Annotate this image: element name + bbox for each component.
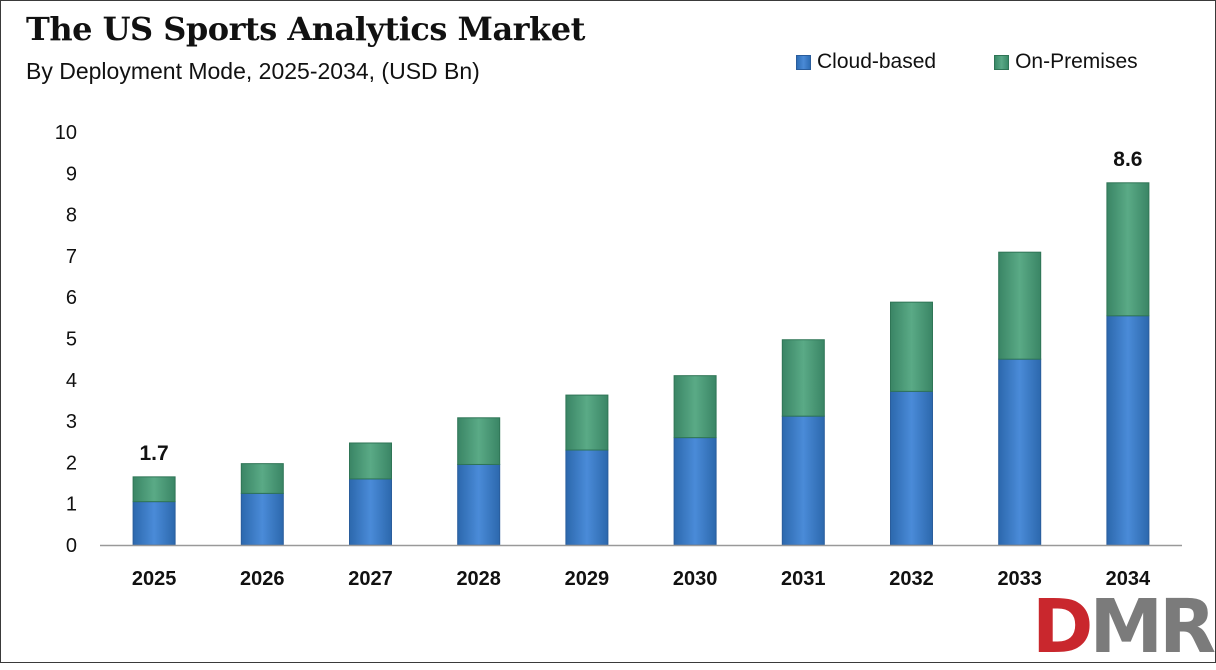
bar-on-premises-2026 (240, 463, 284, 494)
data-label-2034: 8.6 (1113, 148, 1142, 171)
y-tick-label: 2 (66, 452, 77, 474)
bar-cloud-based-2028 (457, 463, 501, 546)
data-labels: 1.7 8.6 (139, 148, 1142, 465)
y-tick-label: 7 (66, 246, 77, 268)
bar-on-premises-2031 (781, 339, 825, 417)
bar-cloud-based-2025 (132, 501, 176, 546)
chart-title: The US Sports Analytics Market (26, 10, 585, 48)
legend-item-cloud-based: Cloud-based (796, 50, 936, 74)
x-tick-label: 2034 (1106, 568, 1151, 590)
legend-item-on-premises: On-Premises (994, 50, 1138, 74)
x-axis-ticks: 2025 2026 2027 2028 2029 2030 2031 2032 2033 2034 (132, 568, 1151, 590)
x-tick-label: 2027 (348, 568, 393, 590)
chart-subtitle: By Deployment Mode, 2025-2034, (USD Bn) (26, 58, 480, 84)
bar-cloud-based-2031 (781, 415, 825, 546)
bar-on-premises-2028 (457, 417, 501, 465)
y-tick-label: 1 (66, 494, 77, 516)
x-tick-label: 2025 (132, 568, 177, 590)
x-tick-label: 2031 (781, 568, 826, 590)
y-tick-label: 6 (66, 287, 77, 309)
bar-cloud-based-2034 (1106, 315, 1150, 546)
legend: Cloud-based On-Premises (796, 50, 1138, 74)
bar-on-premises-2027 (349, 442, 392, 480)
bar-on-premises-2033 (998, 251, 1042, 360)
bars (132, 182, 1150, 546)
bar-cloud-based-2033 (998, 358, 1042, 546)
bar-on-premises-2034 (1106, 182, 1150, 317)
legend-label-cloud-based: Cloud-based (817, 50, 937, 73)
x-tick-label: 2030 (673, 568, 718, 590)
bar-cloud-based-2026 (240, 492, 284, 546)
bar-on-premises-2032 (890, 301, 933, 392)
x-tick-label: 2028 (456, 568, 501, 590)
bar-cloud-based-2032 (890, 390, 933, 546)
data-label-2025: 1.7 (139, 442, 168, 465)
x-tick-label: 2029 (565, 568, 610, 590)
y-tick-label: 9 (66, 163, 77, 185)
y-tick-label: 0 (66, 535, 77, 557)
y-tick-label: 8 (66, 205, 77, 227)
x-tick-label: 2032 (889, 568, 934, 590)
y-tick-label: 3 (66, 411, 77, 433)
legend-swatch-on-premises (994, 54, 1010, 70)
bar-cloud-based-2027 (349, 478, 392, 546)
dmr-logo: DMR (1032, 584, 1216, 670)
bar-cloud-based-2029 (565, 449, 609, 546)
x-tick-label: 2026 (240, 568, 285, 590)
x-tick-label: 2033 (997, 568, 1042, 590)
y-axis-ticks: 0 1 2 3 4 5 6 7 8 9 10 (55, 122, 77, 557)
bar-on-premises-2029 (565, 394, 609, 451)
y-tick-label: 5 (66, 329, 77, 351)
bar-on-premises-2025 (132, 476, 176, 503)
bar-cloud-based-2030 (673, 437, 717, 546)
y-tick-label: 4 (66, 370, 77, 392)
legend-swatch-cloud-based (796, 54, 811, 70)
y-tick-label: 10 (55, 122, 77, 144)
bar-on-premises-2030 (673, 375, 717, 439)
legend-label-on-premises: On-Premises (1015, 50, 1138, 73)
